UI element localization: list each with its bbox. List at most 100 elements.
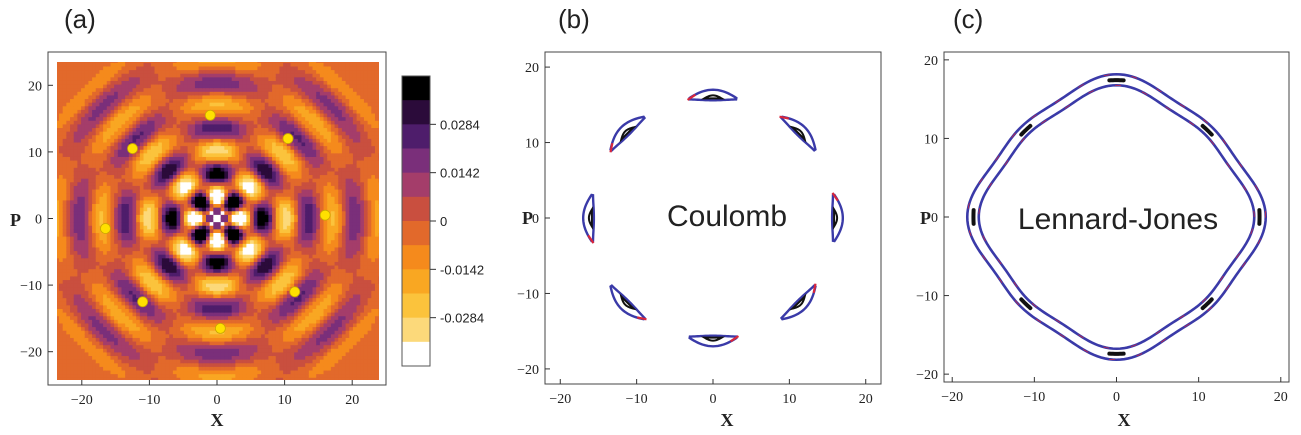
heatmap-cell (57, 294, 60, 299)
heatmap-cell (139, 70, 145, 75)
heatmap-cell (117, 337, 123, 343)
heatmap-cell (220, 128, 225, 133)
heatmap-cell (147, 149, 152, 154)
heatmap-cell (52, 211, 56, 215)
heatmap-cell (183, 160, 189, 165)
heatmap-cell (147, 62, 152, 64)
heatmap-cell (183, 341, 189, 346)
heatmap-cell (220, 225, 225, 230)
heatmap-cell (202, 312, 207, 317)
heatmap-cell (143, 374, 148, 379)
heatmap-cell (62, 269, 67, 274)
heatmap-cell (205, 366, 211, 372)
heatmap-cell (66, 204, 71, 209)
heatmap-cell (187, 62, 192, 64)
heatmap-cell (139, 193, 145, 198)
heatmap-cell (176, 99, 181, 104)
heatmap-cell (73, 99, 78, 104)
heatmap-cell (217, 251, 222, 256)
heatmap-cell (172, 308, 178, 314)
heatmap-cell (103, 185, 108, 191)
heatmap-cell (139, 62, 145, 64)
heatmap-cell (191, 200, 196, 205)
heatmap-cell (48, 197, 52, 201)
heatmap-cell (176, 327, 181, 332)
heatmap-cell (92, 287, 97, 292)
heatmap-cell (92, 337, 97, 343)
heatmap-cell (224, 232, 229, 238)
heatmap-cell (180, 146, 185, 151)
heatmap-cell (52, 92, 56, 96)
heatmap-cell (73, 185, 78, 191)
heatmap-cell (180, 164, 185, 169)
heatmap-cell (66, 175, 71, 180)
heatmap-cell (183, 327, 189, 332)
heatmap-cell (220, 301, 225, 306)
heatmap-cell (154, 308, 159, 314)
heatmap-cell (239, 341, 244, 346)
heatmap-cell (57, 345, 60, 350)
heatmap-cell (103, 62, 108, 68)
heatmap-cell (125, 290, 130, 296)
heatmap-cell (209, 276, 214, 281)
heatmap-cell (180, 109, 185, 115)
heatmap-cell (88, 265, 93, 270)
heatmap-cell (180, 135, 185, 140)
heatmap-cell (128, 193, 134, 198)
heatmap-cell (187, 265, 192, 270)
heatmap-cell (242, 113, 247, 118)
heatmap-cell (77, 113, 82, 118)
heatmap-cell (59, 193, 64, 198)
heatmap-cell (139, 276, 145, 281)
heatmap-cell (217, 366, 222, 372)
heatmap-cell (224, 294, 229, 299)
heatmap-cell (110, 124, 115, 129)
heatmap-cell (92, 138, 97, 144)
heatmap-cell (205, 301, 211, 306)
heatmap-cell (121, 70, 126, 75)
heatmap-cell (220, 109, 225, 115)
heatmap-cell (48, 110, 52, 114)
heatmap-cell (205, 370, 211, 375)
heatmap-cell (81, 298, 86, 303)
heatmap-cell (147, 142, 152, 147)
heatmap-cell (88, 319, 93, 325)
heatmap-cell (191, 62, 196, 64)
heatmap-cell (121, 319, 126, 325)
heatmap-cell (194, 102, 200, 107)
heatmap-cell (99, 113, 104, 118)
heatmap-cell (151, 52, 155, 56)
heatmap-cell (81, 276, 86, 281)
heatmap-cell (99, 95, 104, 100)
heatmap-cell (62, 254, 67, 259)
heatmap-cell (165, 308, 170, 314)
heatmap-cell (191, 84, 196, 89)
heatmap-cell (187, 377, 192, 380)
heatmap-cell (180, 323, 185, 328)
heatmap-cell (132, 327, 137, 332)
heatmap-cell (158, 225, 163, 230)
heatmap-cell (235, 117, 240, 122)
heatmap-cell (81, 70, 86, 75)
heatmap-cell (66, 80, 71, 86)
heatmap-cell (147, 232, 152, 238)
heatmap-cell (59, 178, 64, 183)
heatmap-cell (217, 363, 222, 368)
heatmap-cell (228, 160, 233, 165)
heatmap-cell (235, 113, 240, 118)
heatmap-cell (57, 70, 60, 75)
heatmap-cell (242, 272, 247, 278)
heatmap-cell (161, 341, 167, 346)
heatmap-cell (228, 135, 233, 140)
heatmap-cell (172, 73, 178, 78)
heatmap-cell (202, 254, 207, 259)
heatmap-cell (165, 356, 170, 361)
heatmap-cell (48, 175, 52, 179)
heatmap-cell (139, 200, 145, 205)
heatmap-cell (169, 189, 174, 194)
heatmap-cell (239, 276, 244, 281)
heatmap-cell (59, 102, 64, 107)
heatmap-cell (57, 175, 60, 180)
heatmap-cell (176, 337, 181, 343)
heatmap-cell (161, 131, 167, 136)
